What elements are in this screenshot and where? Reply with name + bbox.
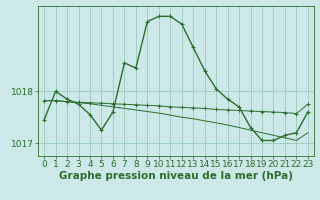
X-axis label: Graphe pression niveau de la mer (hPa): Graphe pression niveau de la mer (hPa) <box>59 171 293 181</box>
